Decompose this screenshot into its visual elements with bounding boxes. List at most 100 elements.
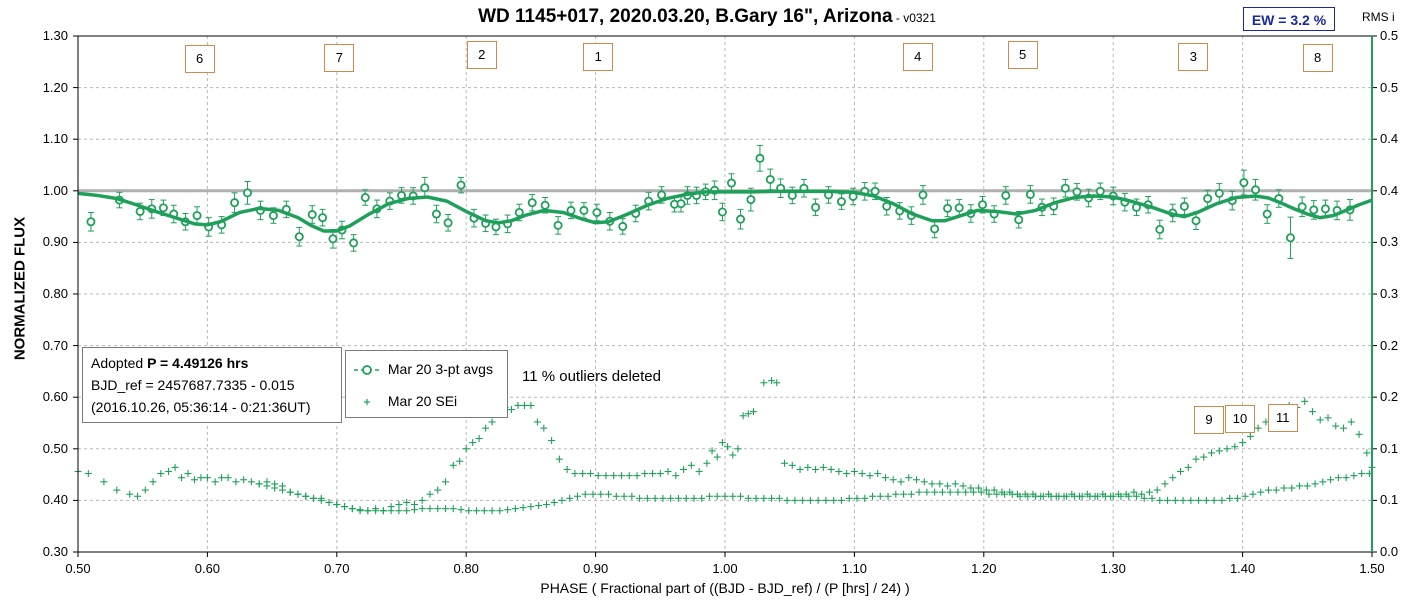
- avg-point: [954, 203, 964, 213]
- sei-baseline-point: [1342, 474, 1350, 482]
- sei-baseline-point: [760, 494, 768, 502]
- grid-lines: [73, 35, 1377, 557]
- x-tick-label: 0.50: [65, 561, 91, 576]
- sei-point: [395, 501, 403, 509]
- sei-baseline-point: [674, 494, 682, 502]
- avg-point: [268, 211, 278, 221]
- sei-point: [749, 408, 757, 416]
- sei-baseline-point: [426, 505, 434, 513]
- sei-baseline-point: [488, 507, 496, 515]
- avg-point: [870, 186, 880, 196]
- sei-point: [975, 484, 983, 492]
- sei-baseline-point: [597, 490, 605, 498]
- avg-point: [1060, 183, 1070, 193]
- event-marker: 1: [583, 42, 614, 71]
- sei-point: [134, 492, 142, 500]
- sei-baseline-point: [527, 503, 535, 511]
- x-tick-label: 1.50: [1359, 561, 1385, 576]
- x-axis-label: PHASE ( Fractional part of ((BJD - BJD_r…: [540, 580, 910, 596]
- sei-point: [990, 486, 998, 494]
- y2-tick-label: 0.4: [1380, 182, 1399, 198]
- sei-baseline-point: [589, 490, 597, 498]
- avg-point: [676, 199, 686, 209]
- sei-point: [687, 461, 695, 469]
- sei-point: [418, 496, 426, 504]
- sei-point: [1021, 490, 1029, 498]
- sei-point: [1076, 492, 1084, 500]
- sei-baseline-point: [822, 496, 830, 504]
- sei-point: [664, 468, 672, 476]
- sei-baseline-point: [806, 496, 814, 504]
- sei-point: [944, 482, 952, 490]
- sei-point: [456, 457, 464, 465]
- sei-point: [507, 406, 515, 414]
- sei-baseline-point: [403, 507, 411, 515]
- sei-point: [1029, 490, 1037, 498]
- sei-point: [1324, 414, 1332, 422]
- x-tick-label: 0.90: [582, 561, 609, 576]
- sei-baseline-point: [612, 492, 620, 500]
- sei-baseline-point: [1187, 496, 1195, 504]
- avg-point: [86, 217, 96, 227]
- sei-baseline-point: [581, 490, 589, 498]
- sei-baseline-point: [915, 488, 923, 496]
- sei-point: [874, 470, 882, 478]
- legend-item-sei: Mar 20 SEi: [354, 391, 457, 411]
- sei-point: [1340, 424, 1348, 432]
- sei-point: [788, 461, 796, 469]
- sei-baseline-point: [923, 488, 931, 496]
- sei-point: [1246, 432, 1254, 440]
- sei-baseline-point: [1280, 484, 1288, 492]
- sei-baseline-point: [1288, 484, 1296, 492]
- sei-point: [157, 470, 165, 478]
- sei-baseline-point: [1327, 476, 1335, 484]
- sei-baseline-point: [659, 494, 667, 502]
- sei-point: [184, 470, 192, 478]
- sei-point: [555, 455, 563, 463]
- sei-baseline-point: [1202, 496, 1210, 504]
- avg-point: [918, 190, 928, 200]
- y-tick-label: 1.00: [42, 182, 68, 198]
- sei-point: [1215, 447, 1223, 455]
- event-marker: 6: [184, 45, 215, 74]
- sei-baseline-point: [418, 505, 426, 513]
- sei-baseline-point: [1350, 472, 1358, 480]
- y2-tick-label: 0.0: [1380, 544, 1399, 559]
- sei-point: [1254, 424, 1262, 432]
- avg-point: [943, 203, 953, 213]
- sei-point: [1122, 490, 1130, 498]
- y-tick-label: 0.50: [42, 440, 68, 456]
- sei-baseline-point: [845, 494, 853, 502]
- sei-point: [768, 377, 776, 385]
- sei-point: [920, 478, 928, 486]
- sei-point: [533, 418, 541, 426]
- sei-point: [796, 465, 804, 473]
- sei-baseline-point: [480, 507, 488, 515]
- sei-point: [325, 498, 333, 506]
- avg-point: [930, 224, 940, 234]
- sei-baseline-point: [643, 494, 651, 502]
- sei-point: [1068, 490, 1076, 498]
- sei-baseline-point: [566, 494, 574, 502]
- sei-point: [1301, 397, 1309, 405]
- avg-point: [978, 200, 988, 210]
- sei-point: [1060, 492, 1068, 500]
- sei-point: [967, 484, 975, 492]
- avg-point: [746, 195, 756, 205]
- sei-point: [695, 468, 703, 476]
- sei-baseline-point: [651, 494, 659, 502]
- sei-point: [84, 470, 92, 478]
- legend-label-avgs: Mar 20 3-pt avgs: [387, 361, 493, 377]
- sei-baseline-point: [853, 494, 861, 502]
- sei-point: [1114, 490, 1122, 498]
- sei-point: [649, 470, 657, 478]
- sei-point: [434, 486, 442, 494]
- sei-point: [850, 468, 858, 476]
- sei-point: [449, 461, 457, 469]
- sei-baseline-point: [395, 507, 403, 515]
- sei-point: [469, 439, 477, 447]
- sei-point: [959, 482, 967, 490]
- sei-point: [1316, 416, 1324, 424]
- sei-baseline-point: [434, 505, 442, 513]
